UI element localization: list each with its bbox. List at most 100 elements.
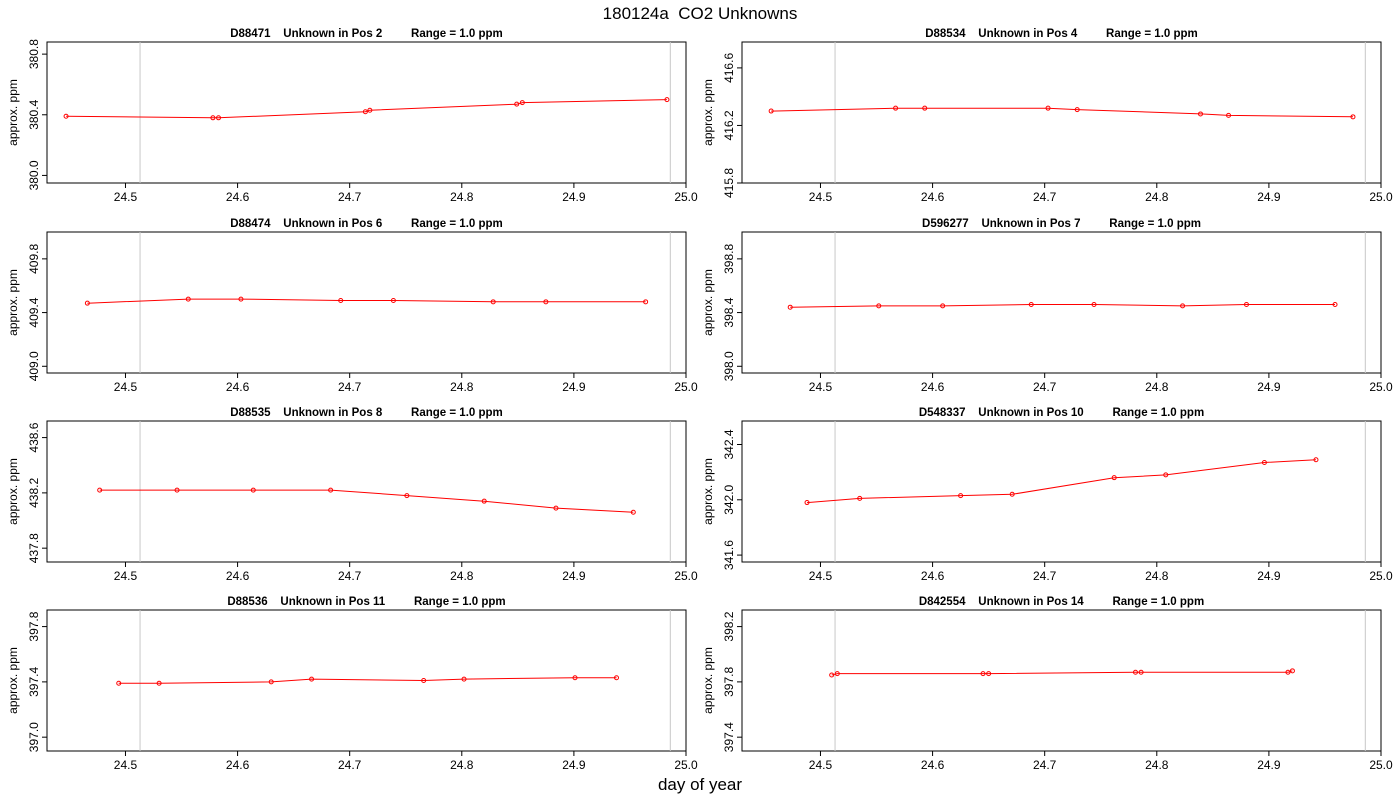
panel-7-data-point-4 (309, 676, 315, 682)
panel-4-x-tick-label-6: 25.0 (1369, 380, 1393, 394)
panel-2-series-line (771, 107, 1354, 118)
panel-8-x-tick-label-3: 24.7 (1033, 758, 1057, 772)
panel-8-y-axis-label: approx. ppm (701, 647, 715, 714)
panel-2-x-tick-label-2: 24.6 (921, 190, 945, 204)
panel-2-data-point-1 (768, 108, 774, 114)
panel-4-data-point-5 (1091, 302, 1097, 308)
panel-6-x-tick-label-4: 24.8 (1145, 569, 1169, 583)
panel-6-data-point-7 (1261, 459, 1267, 465)
panel-3-data-point-7 (543, 299, 549, 305)
panel-1-y-tick-label-3: 380.8 (27, 39, 41, 69)
panel-6-data-point-5 (1111, 475, 1117, 481)
panel-6-x-tick-label-3: 24.7 (1033, 569, 1057, 583)
panel-6-frame (741, 420, 1382, 563)
panel-7-y-tick-label-3: 397.8 (27, 611, 41, 641)
panel-2-data-point-2 (893, 105, 899, 111)
panel-8-frame (741, 609, 1382, 752)
panel-8-data-point-6 (1138, 669, 1144, 675)
panel-5-x-tick-label-3: 24.7 (338, 569, 362, 583)
panel-5-data-point-5 (404, 493, 410, 499)
panel-7-y-tick-label-1: 397.0 (27, 722, 41, 752)
panel-5-frame (46, 420, 687, 563)
panel-5-x-tick-label-5: 24.9 (562, 569, 586, 583)
panel-4-frame (741, 231, 1382, 374)
panel-2-data-point-4 (1045, 105, 1051, 111)
panel-4-x-tick-label-2: 24.6 (921, 380, 945, 394)
panel-5-data-point-8 (630, 509, 636, 515)
panel-1-x-tick-label-6: 25.0 (674, 190, 698, 204)
panel-1-y-tick-label-1: 380.0 (27, 160, 41, 190)
panel-4-data-point-1 (787, 304, 793, 310)
panel-3-data-point-2 (185, 296, 191, 302)
panel-3-x-tick-label-3: 24.7 (338, 380, 362, 394)
panel-7-x-tick-label-2: 24.6 (226, 758, 250, 772)
panel-4-x-tick-label-1: 24.5 (809, 380, 833, 394)
panel-6-data-point-2 (857, 495, 863, 501)
panel-3-x-tick-label-5: 24.9 (562, 380, 586, 394)
figure-title: 180124a CO2 Unknowns (602, 4, 798, 23)
panel-7-series-line (118, 677, 617, 684)
panel-8-y-tick-label-1: 397.4 (722, 722, 736, 752)
panel-5-x-tick-label-6: 25.0 (674, 569, 698, 583)
panel-5-x-tick-label-1: 24.5 (114, 569, 138, 583)
panel-7-x-tick-label-1: 24.5 (114, 758, 138, 772)
panel-1-x-tick-label-4: 24.8 (450, 190, 474, 204)
panel-5-y-tick-label-1: 437.8 (27, 533, 41, 563)
panel-7-data-point-2 (156, 680, 162, 686)
panel-4-title: D596277 Unknown in Pos 7 Range = 1.0 ppm (922, 218, 1201, 230)
panel-4-data-point-3 (940, 303, 946, 309)
panel-4-y-tick-label-1: 398.0 (722, 351, 736, 381)
panel-7-x-tick-label-3: 24.7 (338, 758, 362, 772)
panel-2-x-tick-label-4: 24.8 (1145, 190, 1169, 204)
panel-3-data-point-5 (390, 297, 396, 303)
panel-8-data-point-3 (980, 671, 986, 677)
panel-7-data-point-7 (572, 675, 578, 681)
panel-6-data-point-6 (1163, 472, 1169, 478)
panel-1-data-point-8 (664, 97, 670, 103)
panel-1-x-tick-label-1: 24.5 (114, 190, 138, 204)
panel-1-data-point-6 (514, 101, 520, 107)
panel-3-x-tick-label-6: 25.0 (674, 380, 698, 394)
panel-7-data-point-5 (421, 678, 427, 683)
panel-3-series-line (87, 298, 646, 304)
panel-5-data-point-2 (174, 487, 180, 493)
panel-8-data-point-4 (986, 671, 992, 677)
panel-7-x-tick-label-4: 24.8 (450, 758, 474, 772)
panel-3-x-tick-label-2: 24.6 (226, 380, 250, 394)
panel-1-data-point-7 (519, 100, 525, 106)
panel-6-y-tick-label-2: 342.0 (722, 484, 736, 514)
panel-7-data-point-6 (461, 676, 467, 682)
panel-8-data-point-8 (1289, 668, 1295, 674)
panel-2-data-point-7 (1226, 112, 1232, 118)
panel-8-x-tick-label-5: 24.9 (1257, 758, 1281, 772)
panel-6-x-tick-label-6: 25.0 (1369, 569, 1393, 583)
panel-5-data-point-1 (97, 487, 103, 493)
panel-3-data-point-4 (338, 297, 344, 303)
panel-6-x-tick-label-5: 24.9 (1257, 569, 1281, 583)
panel-3-data-point-1 (84, 300, 90, 306)
panel-1-y-axis-label: approx. ppm (6, 79, 20, 146)
panel-4-data-point-6 (1180, 303, 1186, 309)
panel-4-data-point-4 (1028, 302, 1034, 308)
panel-1-y-tick-label-2: 380.4 (27, 99, 41, 129)
panel-4-y-axis-label: approx. ppm (701, 269, 715, 336)
panel-8-x-tick-label-6: 25.0 (1369, 758, 1393, 772)
panel-3-data-point-8 (643, 299, 649, 305)
panel-3-y-axis-label: approx. ppm (6, 269, 20, 336)
panel-7-x-tick-label-6: 25.0 (674, 758, 698, 772)
panel-3-x-tick-label-4: 24.8 (450, 380, 474, 394)
panel-4-series-line (790, 304, 1335, 308)
panel-7-y-axis-label: approx. ppm (6, 647, 20, 714)
panel-3-data-point-6 (490, 299, 496, 305)
panel-1-x-tick-label-5: 24.9 (562, 190, 586, 204)
panel-6-data-point-4 (1009, 491, 1015, 497)
panel-8-x-tick-label-2: 24.6 (921, 758, 945, 772)
panel-5-y-tick-label-2: 438.2 (27, 478, 41, 508)
panel-2-y-tick-label-2: 416.2 (722, 110, 736, 140)
panel-3-y-tick-label-1: 409.0 (27, 351, 41, 381)
panel-4-x-tick-label-5: 24.9 (1257, 380, 1281, 394)
panel-1-data-point-3 (216, 115, 222, 121)
panel-5-data-point-6 (481, 498, 487, 504)
panel-5-series-line (99, 489, 634, 513)
panel-7-title: D88536 Unknown in Pos 11 Range = 1.0 ppm (227, 596, 505, 608)
